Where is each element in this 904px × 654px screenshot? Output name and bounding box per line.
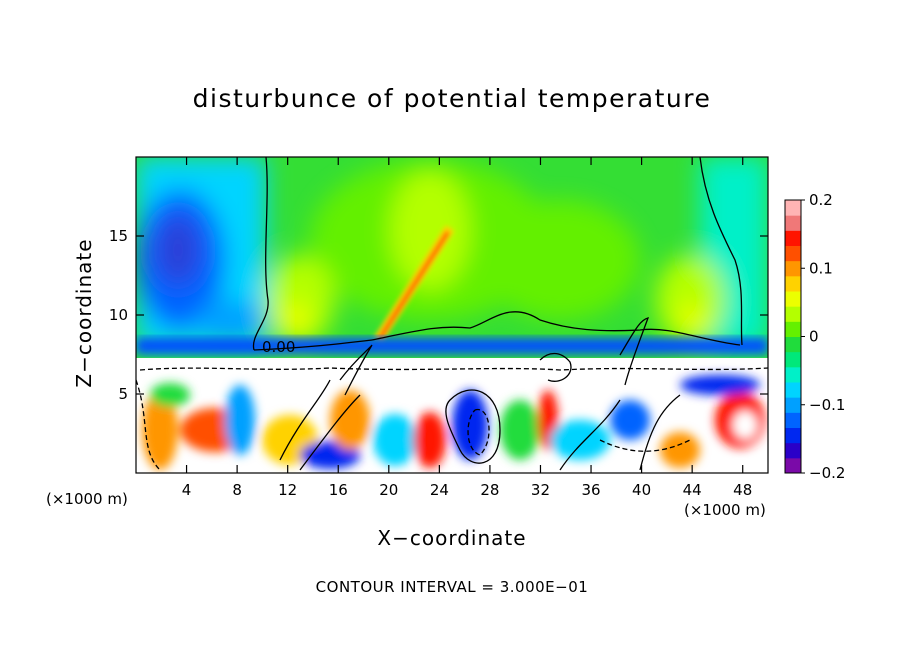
colorbar-swatch	[785, 442, 801, 459]
colorbar-swatch	[785, 351, 801, 368]
x-tick-label: 16	[329, 481, 348, 499]
colorbar-swatch	[785, 200, 801, 216]
x-tick-label: 44	[683, 481, 702, 499]
x-tick-label: 40	[632, 481, 651, 499]
y-tick-label: 5	[118, 385, 128, 403]
colorbar-swatch	[785, 412, 801, 428]
x-tick-label: 48	[733, 481, 752, 499]
colorbar-swatch	[785, 230, 801, 246]
x-tick-label: 8	[232, 481, 242, 499]
colorbar-swatch	[785, 397, 801, 413]
colorbar-swatch	[785, 260, 801, 277]
contour-label: 0.00	[262, 338, 295, 356]
colorbar-tick-label: −0.2	[809, 464, 845, 482]
colorbar: 0.2 0.1 0 −0.1 −0.2	[784, 191, 845, 482]
colorbar-swatch	[785, 321, 801, 337]
colorbar-tick-label: 0.2	[809, 191, 833, 209]
colorbar-swatch	[785, 382, 801, 398]
x-tick-label: 32	[531, 481, 550, 499]
chart-title: disturbunce of potential temperature	[192, 84, 712, 113]
colorbar-swatch	[785, 366, 801, 383]
x-tick-label: 20	[379, 481, 398, 499]
colorbar-tick-label: 0.1	[809, 259, 833, 277]
x-tick-label: 12	[278, 481, 297, 499]
colorbar-swatch	[785, 245, 801, 262]
y-tick-label: 15	[109, 227, 128, 245]
x-axis-label: X−coordinate	[377, 526, 527, 550]
colorbar-tick-label: 0	[809, 328, 819, 346]
x-tick-label: 28	[480, 481, 499, 499]
colorbar-swatch	[785, 457, 801, 474]
colorbar-swatch	[785, 275, 801, 292]
colorbar-swatch	[785, 291, 801, 307]
colorbar-swatch	[785, 336, 801, 353]
x-unit-label-right: (×1000 m)	[684, 501, 766, 519]
colorbar-swatch	[785, 215, 801, 231]
colorbar-tick-label: −0.1	[809, 396, 845, 414]
contour-interval-note: CONTOUR INTERVAL = 3.000E−01	[315, 578, 589, 596]
x-tick-label: 4	[182, 481, 192, 499]
x-tick-label: 24	[430, 481, 449, 499]
x-unit-label: (×1000 m)	[46, 490, 128, 508]
x-tick-label: 36	[581, 481, 600, 499]
field-image	[136, 157, 768, 473]
colorbar-swatch	[785, 427, 801, 444]
colorbar-swatch	[785, 306, 801, 322]
y-tick-label: 10	[109, 306, 128, 324]
